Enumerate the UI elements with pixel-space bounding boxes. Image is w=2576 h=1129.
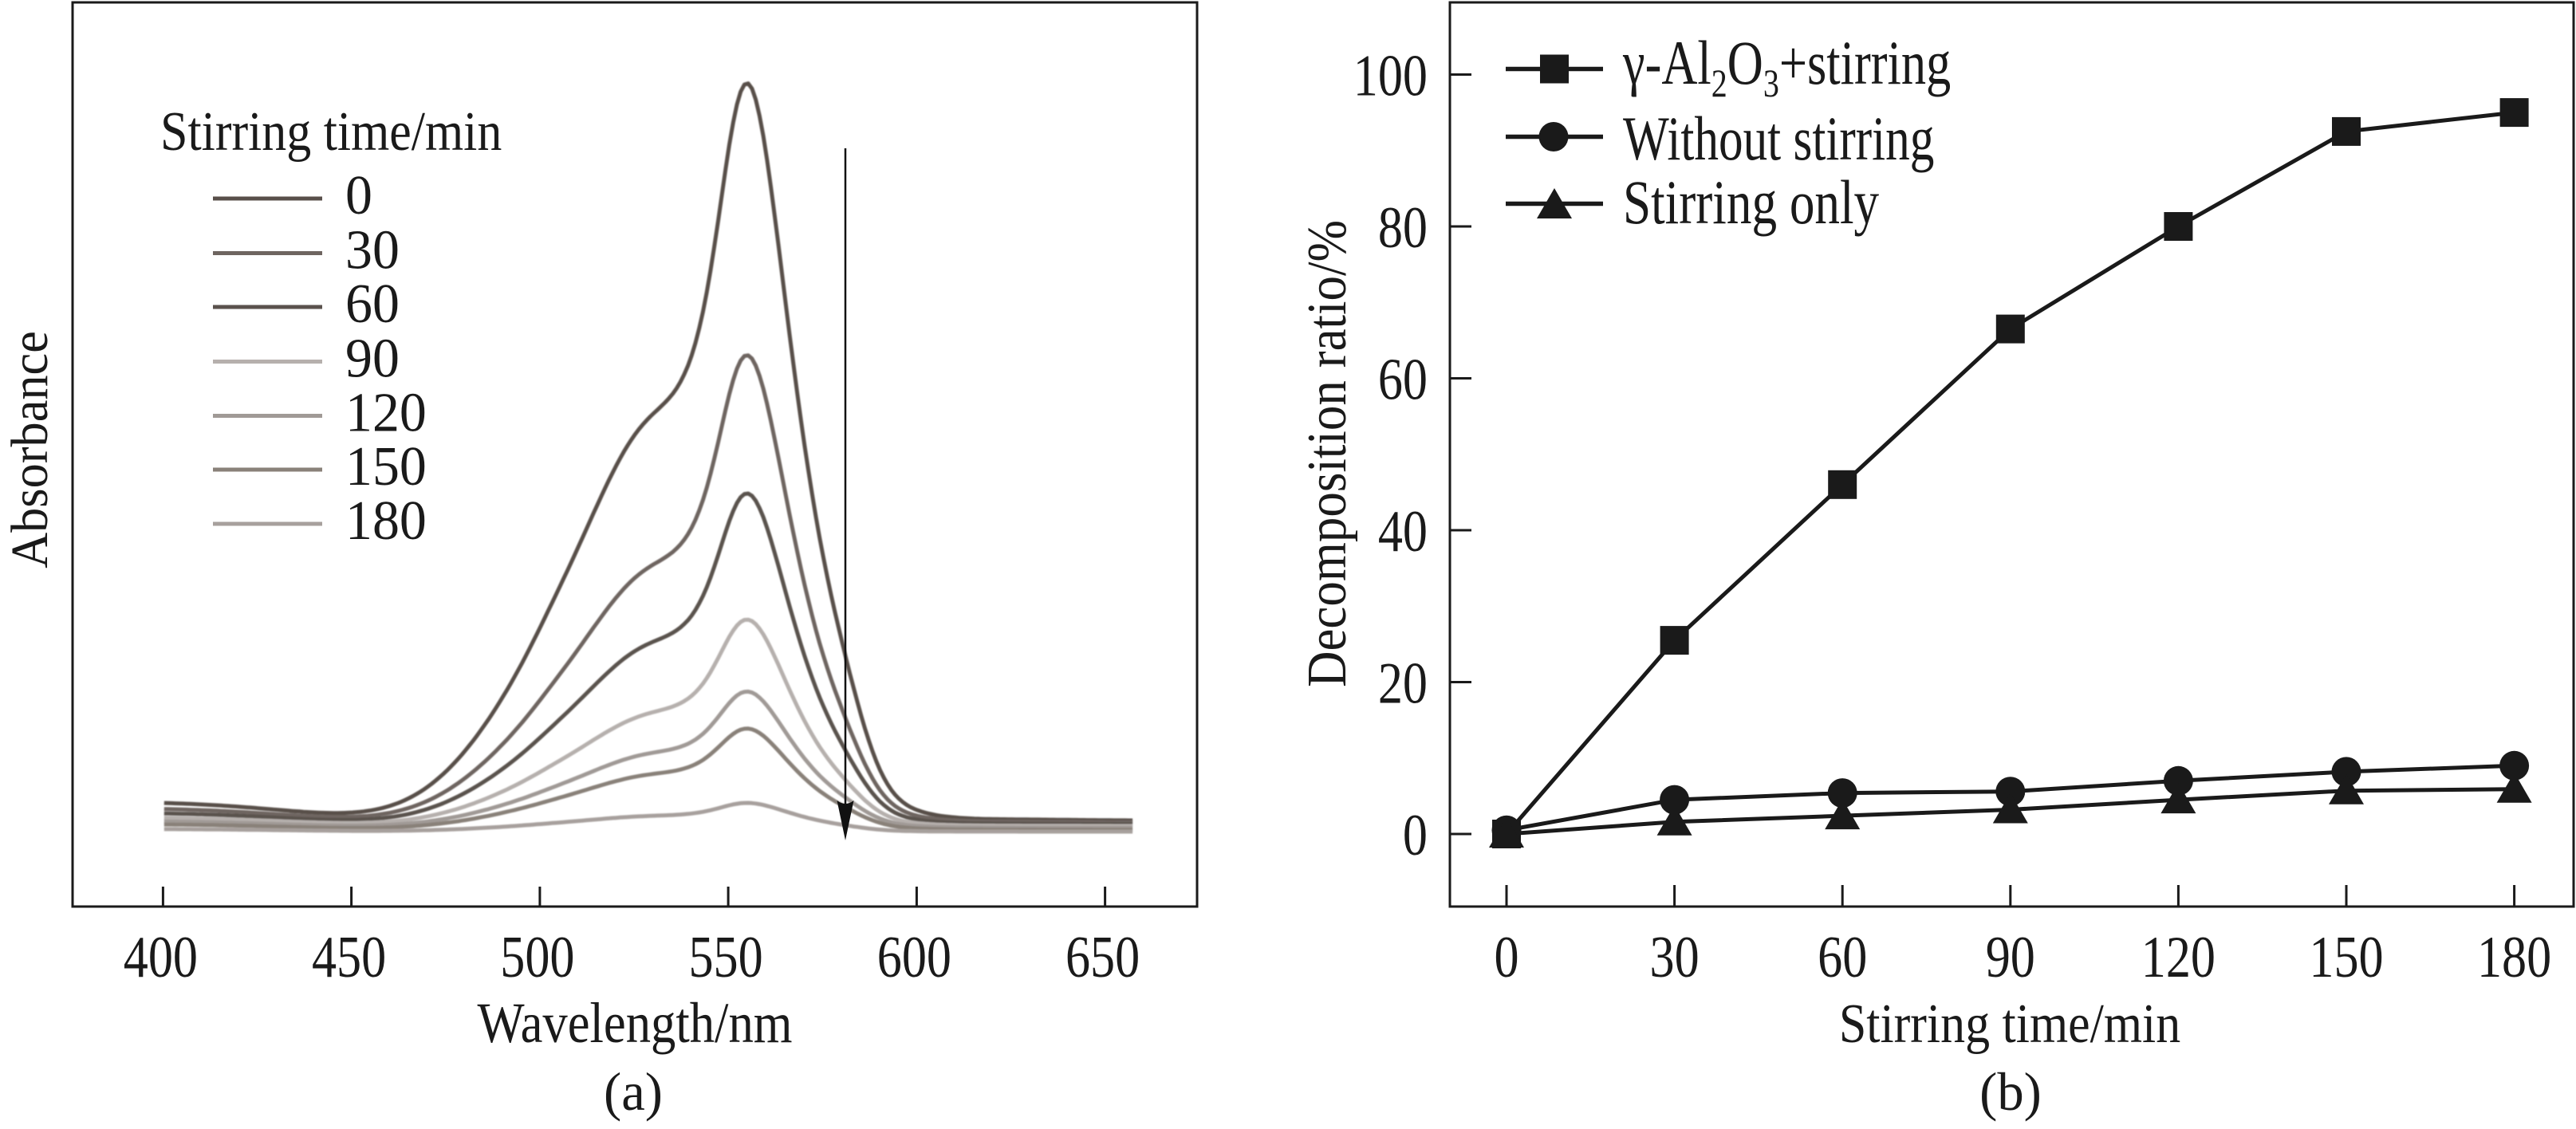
svg-text:500: 500	[500, 924, 574, 989]
svg-text:450: 450	[312, 924, 386, 989]
svg-text:20: 20	[1378, 650, 1428, 715]
svg-text:80: 80	[1378, 195, 1428, 260]
svg-text:100: 100	[1353, 42, 1428, 108]
svg-text:180: 180	[345, 490, 427, 551]
svg-text:Stirring only: Stirring only	[1623, 169, 1880, 238]
svg-text:Decomposition ratio/%: Decomposition ratio/%	[1297, 220, 1358, 687]
svg-text:650: 650	[1065, 924, 1140, 989]
svg-text:(a): (a)	[604, 1061, 663, 1122]
svg-text:600: 600	[877, 924, 951, 989]
svg-text:Absorbance: Absorbance	[0, 331, 58, 568]
svg-text:120: 120	[2141, 924, 2216, 989]
svg-text:90: 90	[345, 328, 400, 389]
svg-text:90: 90	[1986, 924, 2035, 989]
svg-text:0: 0	[345, 164, 372, 226]
svg-text:Stirring time/min: Stirring time/min	[160, 101, 502, 163]
svg-text:120: 120	[345, 382, 427, 443]
svg-text:30: 30	[1650, 924, 1700, 989]
svg-text:60: 60	[345, 273, 400, 334]
svg-text:Wavelength/nm: Wavelength/nm	[478, 991, 793, 1055]
svg-text:30: 30	[345, 219, 400, 281]
svg-text:Without stirring: Without stirring	[1623, 105, 1934, 174]
svg-text:60: 60	[1818, 924, 1867, 989]
svg-text:(b): (b)	[1979, 1061, 2042, 1122]
svg-text:0: 0	[1494, 924, 1518, 989]
svg-text:180: 180	[2477, 924, 2551, 989]
svg-text:Stirring time/min: Stirring time/min	[1839, 993, 2180, 1055]
svg-text:γ-Al2O3+stirring: γ-Al2O3+stirring	[1622, 30, 1951, 106]
svg-text:150: 150	[345, 435, 427, 497]
svg-text:400: 400	[124, 924, 198, 989]
svg-text:150: 150	[2309, 924, 2383, 989]
svg-text:40: 40	[1378, 498, 1428, 564]
svg-text:0: 0	[1403, 802, 1428, 867]
svg-text:550: 550	[688, 924, 762, 989]
svg-text:60: 60	[1378, 346, 1428, 411]
